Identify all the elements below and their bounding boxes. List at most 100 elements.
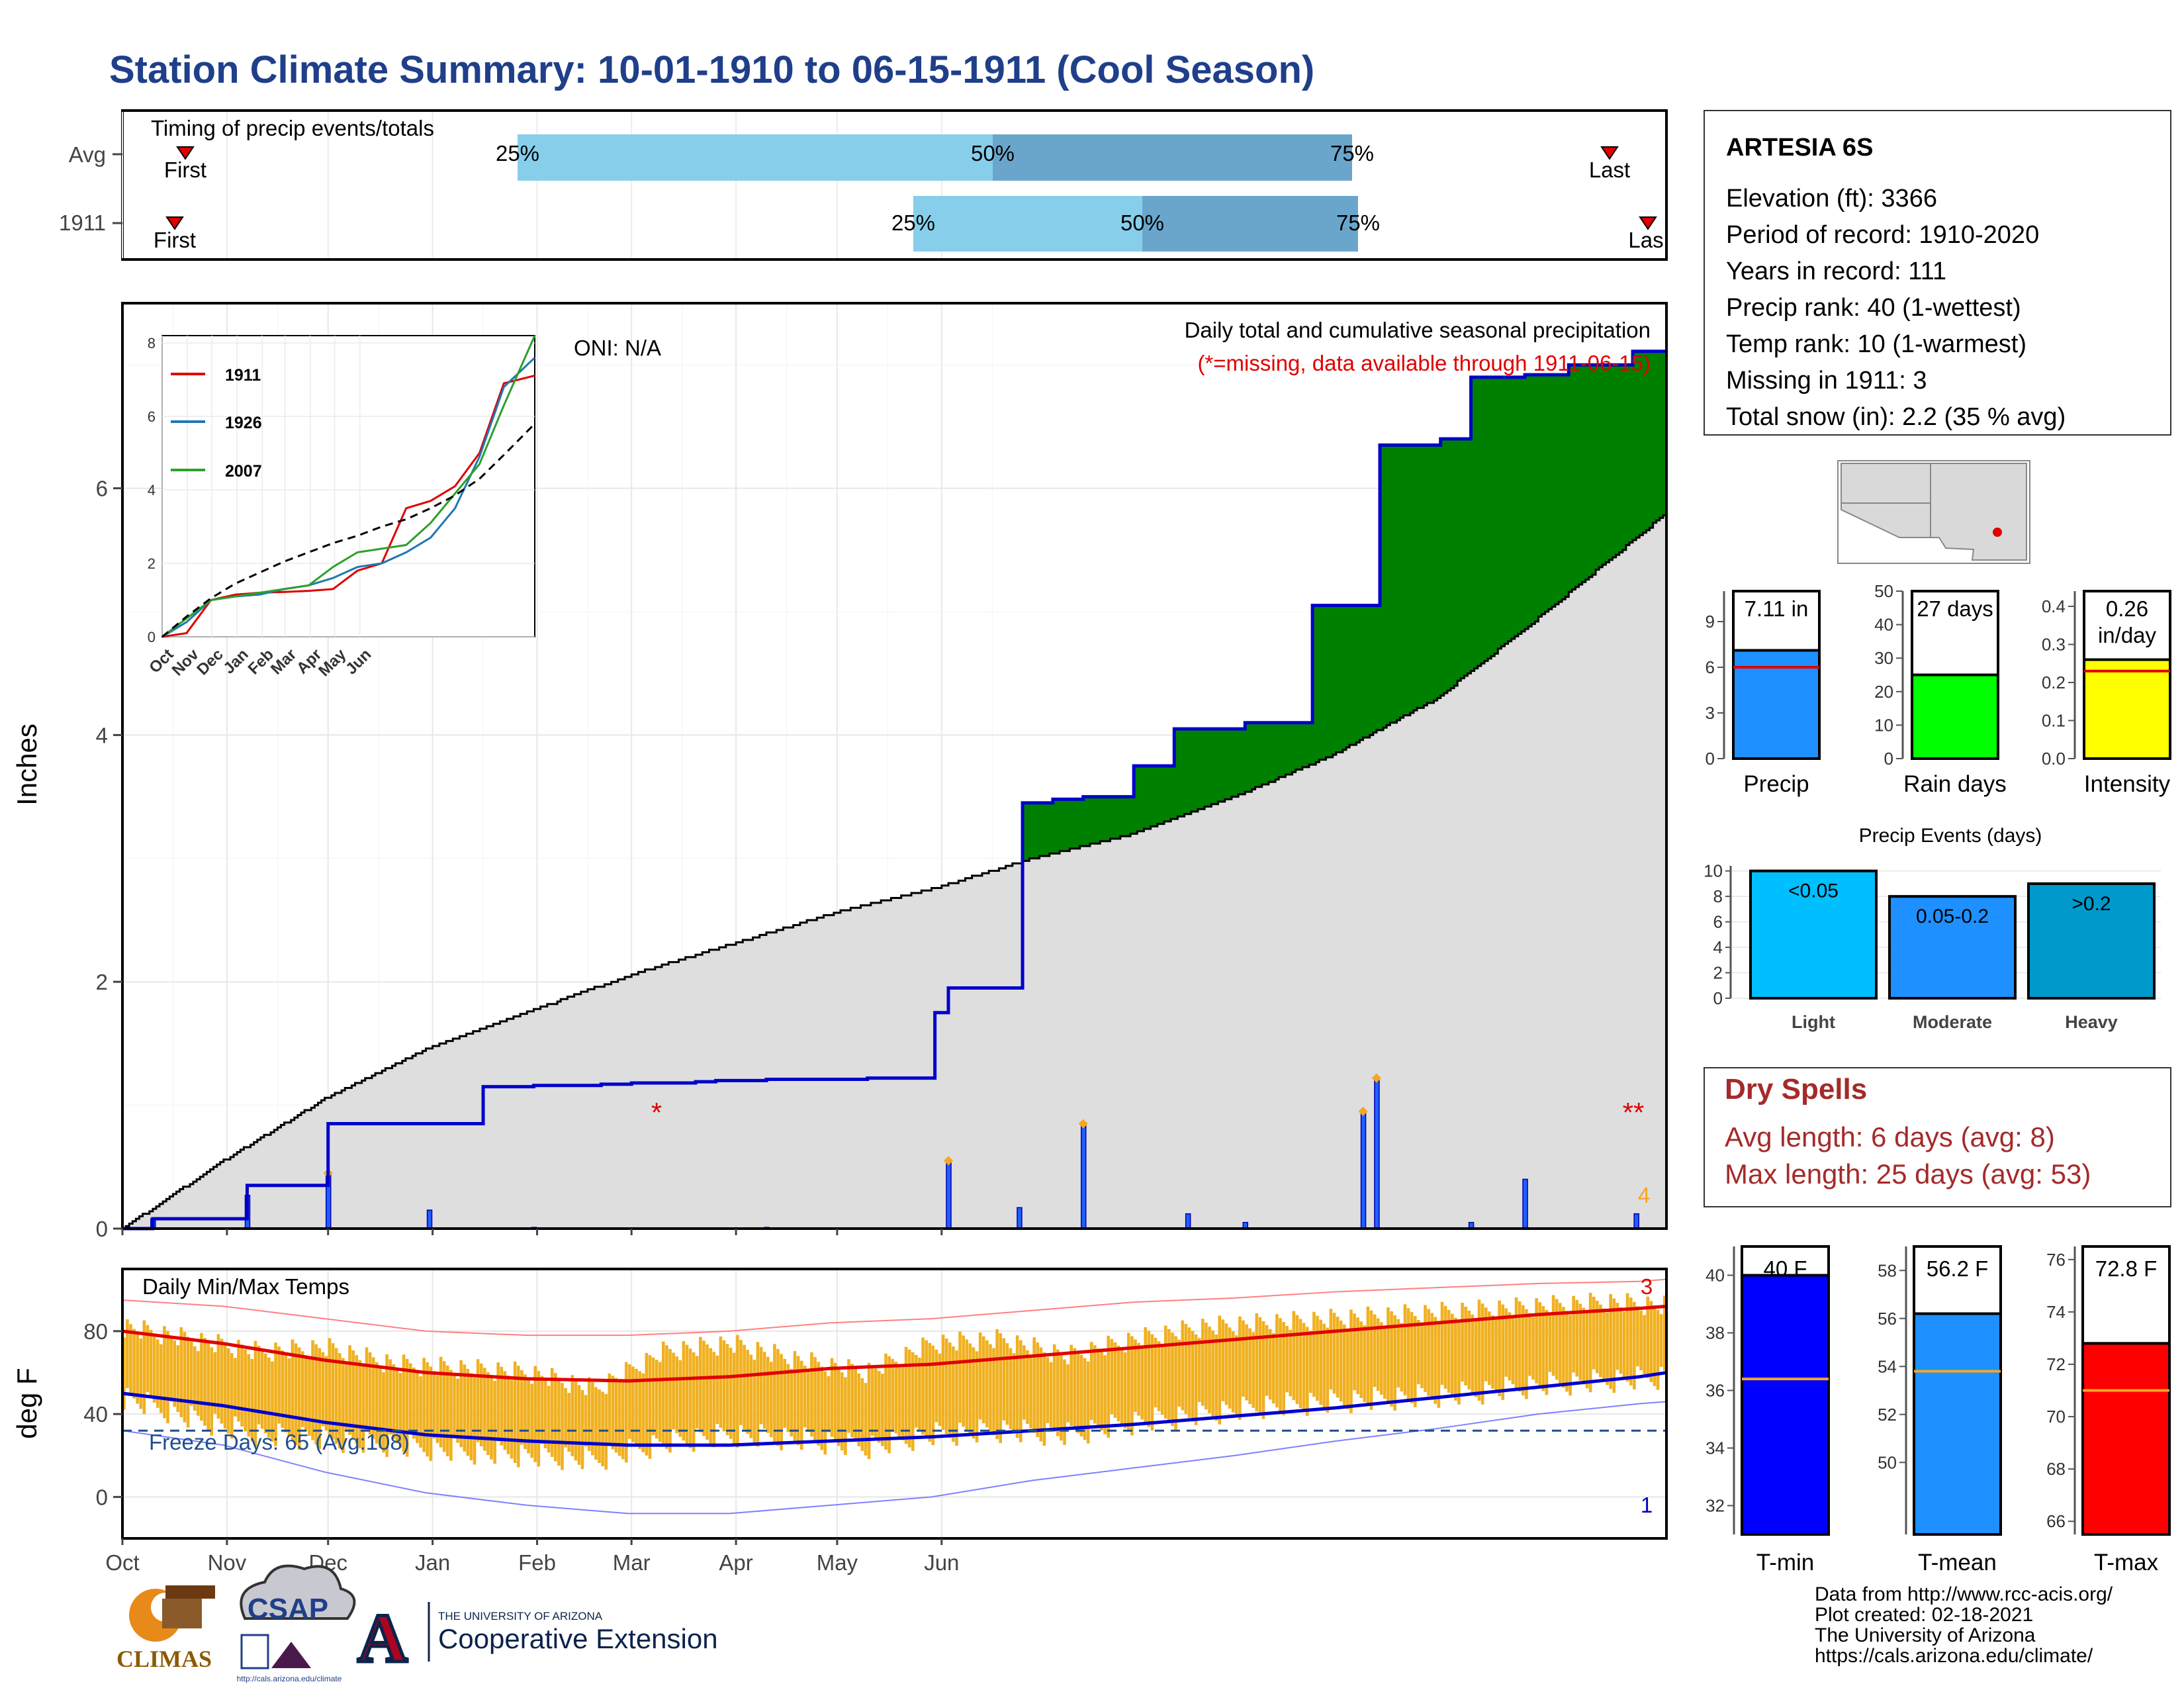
daily-temp-bar	[1528, 1313, 1531, 1376]
daily-temp-bar	[126, 1319, 129, 1389]
csap-logo-text: CSAP	[248, 1593, 328, 1625]
temp-line-avg-max	[122, 1304, 1667, 1383]
daily-temp-bar	[169, 1335, 173, 1402]
daily-temp-bar	[186, 1336, 190, 1428]
daily-temp-bar	[617, 1380, 621, 1456]
daily-temp-bar	[1541, 1306, 1545, 1391]
daily-temp-bar	[938, 1353, 942, 1427]
daily-temp-bar	[220, 1338, 224, 1424]
daily-temp-bar	[1622, 1311, 1626, 1378]
avg-first-marker-icon	[176, 146, 195, 160]
precip-caption: Daily total and cumulative seasonal prec…	[1185, 318, 1651, 342]
daily-temp-bar	[244, 1349, 247, 1432]
daily-temp-bar	[328, 1338, 332, 1435]
station-period: Period of record: 1910-2020	[1726, 221, 2039, 249]
daily-temp-bar	[1076, 1351, 1080, 1433]
daily-temp-bar	[1662, 1295, 1666, 1371]
daily-temp-bar	[253, 1340, 257, 1446]
inset-frame	[161, 335, 535, 637]
daily-temp-bar	[129, 1324, 132, 1393]
daily-temp-bar	[1565, 1311, 1569, 1392]
daily-temp-bar	[1467, 1310, 1471, 1389]
dry-spells-frame	[1704, 1067, 2171, 1207]
daily-temp-bar	[297, 1347, 301, 1450]
daily-temp-bar	[1309, 1331, 1312, 1393]
daily-temp-bar	[823, 1371, 827, 1455]
daily-temp-bar	[577, 1385, 581, 1465]
daily-temp-bar	[975, 1351, 979, 1443]
station-elevation: Elevation (ft): 3366	[1726, 185, 1937, 212]
daily-temp-bar	[894, 1361, 898, 1434]
daily-temp-bar	[554, 1373, 557, 1462]
temp-mini-tick-label: 66	[2046, 1511, 2066, 1531]
daily-temp-bar	[1410, 1312, 1414, 1403]
daily-temp-bar	[1629, 1297, 1633, 1386]
daily-temp-bar	[523, 1374, 527, 1450]
daily-temp-bar	[732, 1352, 736, 1444]
daily-temp-bar	[766, 1356, 770, 1433]
daily-temp-bar	[1026, 1350, 1029, 1425]
daily-temp-bar	[614, 1378, 618, 1453]
daily-temp-bar	[166, 1331, 169, 1424]
daily-temp-bar	[725, 1344, 729, 1436]
precip-ytick-label: 4	[96, 723, 108, 747]
daily-temp-bar	[601, 1391, 604, 1467]
inset-legend-2007: 2007	[225, 462, 262, 481]
temp-bottom-count: 1	[1641, 1493, 1653, 1517]
daily-temp-bar	[446, 1365, 449, 1457]
daily-temp-bar	[1511, 1316, 1515, 1385]
daily-temp-bar	[1393, 1315, 1396, 1411]
daily-temp-bar	[540, 1376, 544, 1444]
daily-temp-bar	[1406, 1308, 1410, 1399]
daily-precip-bar	[426, 1209, 433, 1229]
daily-temp-bar	[1599, 1304, 1602, 1378]
heavy-day-diamond-icon	[1078, 1119, 1088, 1129]
daily-temp-bar	[844, 1377, 847, 1456]
events-bar-label: 0.05-0.2	[1916, 906, 1989, 927]
daily-temp-bar	[827, 1376, 831, 1432]
avg-p75-label: 75%	[1330, 141, 1374, 165]
daily-temp-bar	[176, 1345, 180, 1413]
daily-temp-bar	[1551, 1295, 1555, 1376]
y1911-p50-label: 50%	[1120, 211, 1164, 235]
daily-temp-bar	[1346, 1328, 1349, 1409]
temp-panel: 0 40 80 Daily Min/Max Temps deg F Freeze D…	[11, 1268, 1668, 1545]
station-temp-rank: Temp rank: 10 (1-warmest)	[1726, 330, 2026, 358]
events-tick-label: 4	[1713, 937, 1723, 957]
daily-temp-bar	[641, 1373, 645, 1452]
temp-mini-tick-label: 36	[1706, 1381, 1725, 1401]
daily-temp-bar	[1592, 1296, 1596, 1370]
temp-bar-t-max	[2081, 1342, 2171, 1536]
temp-bar-label: T-mean	[1918, 1550, 1997, 1575]
daily-temp-bar	[1089, 1342, 1093, 1421]
temp-frame	[121, 1268, 1668, 1540]
daily-temp-bar	[598, 1389, 601, 1464]
daily-temp-bar	[1525, 1309, 1528, 1399]
missing-marker-jun: **	[1623, 1097, 1645, 1128]
daily-temp-bar	[1373, 1314, 1377, 1387]
temp-mini-tick-label: 38	[1706, 1323, 1725, 1343]
daily-temp-bar	[1079, 1354, 1083, 1436]
daily-temp-bar	[1289, 1330, 1293, 1397]
daily-temp-bar	[1201, 1319, 1205, 1406]
month-label: Oct	[105, 1550, 139, 1575]
precip-events-chart: Precip Events (days) 0 2 4 6 8 10 <0.05 Light 0.…	[1704, 825, 2161, 1032]
mini-tick-label: 10	[1874, 715, 1893, 735]
daily-temp-bar	[931, 1345, 935, 1446]
daily-temp-bar	[1066, 1364, 1069, 1423]
daily-temp-bar	[867, 1362, 871, 1460]
daily-temp-bar	[574, 1380, 578, 1461]
daily-temp-bar	[965, 1339, 969, 1431]
daily-temp-bar	[355, 1355, 359, 1444]
mini-tick-label: 20	[1874, 682, 1893, 702]
daily-temp-bar	[1248, 1328, 1251, 1405]
daily-temp-bar	[1298, 1319, 1302, 1409]
dry-spells-avg: Avg length: 6 days (avg: 8)	[1725, 1121, 2055, 1152]
events-title: Precip Events (days)	[1859, 825, 2042, 847]
timing-row-label-avg: Avg	[69, 142, 106, 167]
temp-mini-tick-label: 58	[1878, 1260, 1897, 1280]
daily-temp-bar	[1480, 1303, 1484, 1405]
daily-temp-bar	[1596, 1300, 1599, 1374]
daily-temp-bar	[1420, 1323, 1424, 1389]
